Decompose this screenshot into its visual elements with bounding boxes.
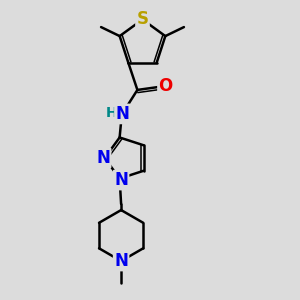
Text: S: S — [136, 11, 148, 28]
Text: N: N — [116, 105, 129, 123]
Text: H: H — [106, 106, 117, 120]
Text: O: O — [158, 77, 173, 95]
Text: N: N — [96, 149, 110, 167]
Text: N: N — [114, 252, 128, 270]
Text: N: N — [114, 171, 128, 189]
